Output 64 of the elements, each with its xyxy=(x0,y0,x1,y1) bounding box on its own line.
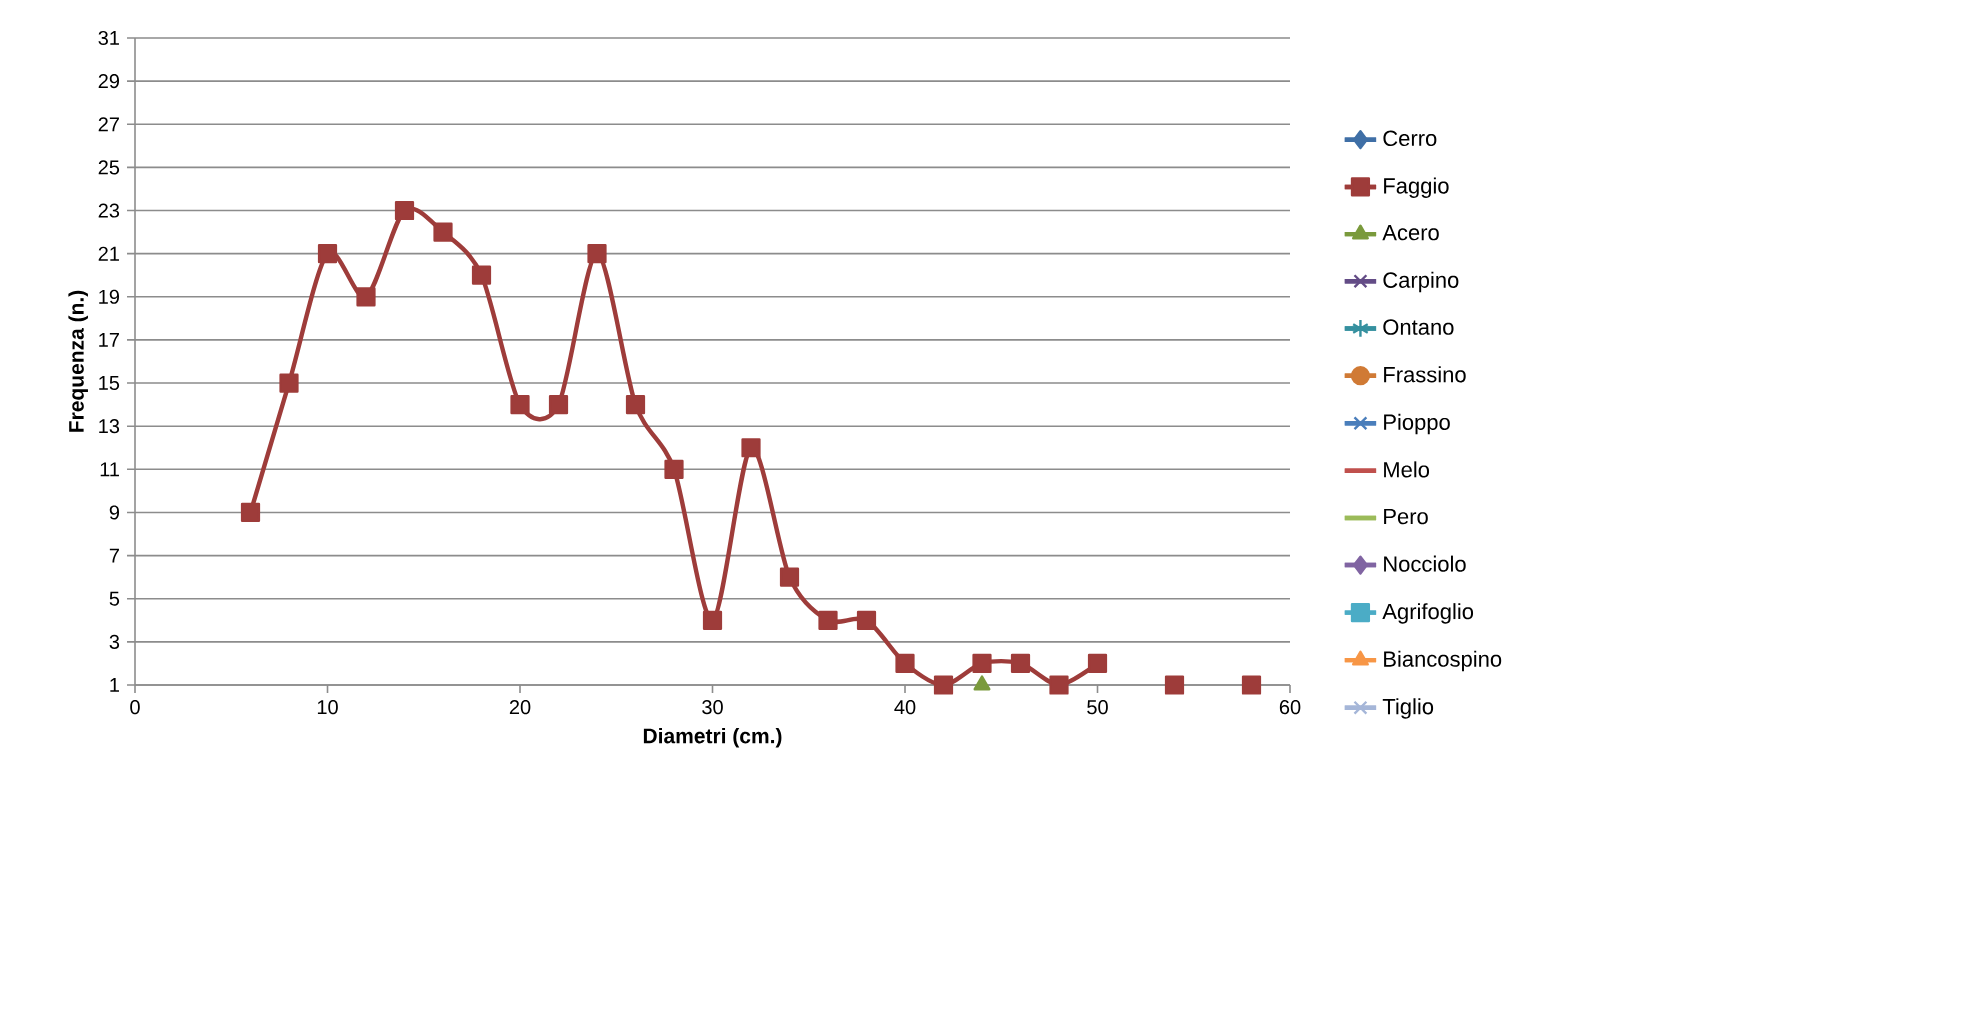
legend-label: Carpino xyxy=(1383,271,1459,293)
point xyxy=(240,502,261,523)
point xyxy=(356,287,376,307)
point xyxy=(1164,675,1185,695)
point xyxy=(779,567,800,587)
y-tick-label: 23 xyxy=(98,203,120,218)
y-tick-label: 9 xyxy=(109,505,120,520)
x-tick-label: 40 xyxy=(894,700,916,715)
point xyxy=(741,438,761,458)
x-tick-label: 0 xyxy=(130,700,140,715)
point xyxy=(1049,675,1069,695)
y-tick-label: 13 xyxy=(99,419,120,434)
x-tick-label: 60 xyxy=(1279,700,1301,715)
point xyxy=(856,610,877,630)
y-tick-label: 11 xyxy=(100,462,119,477)
y-tick-label: 25 xyxy=(98,160,120,175)
y-tick-label: 21 xyxy=(98,246,119,261)
x-tick-label: 30 xyxy=(702,700,723,715)
y-tick-label: 15 xyxy=(99,376,120,391)
legend-label: Pero xyxy=(1384,508,1428,525)
point xyxy=(548,395,569,415)
legend-label: Faggio xyxy=(1384,177,1449,198)
y-tick-label: 17 xyxy=(99,333,119,347)
legend-label: Melo xyxy=(1384,461,1430,478)
point xyxy=(972,653,992,674)
point xyxy=(1010,653,1031,674)
y-tick-label: 5 xyxy=(109,591,120,606)
y-tick-label: 27 xyxy=(98,117,119,132)
point xyxy=(702,610,723,630)
legend-label: Acero xyxy=(1382,225,1439,241)
y-tick-label: 7 xyxy=(109,548,119,563)
legend-label: Nocciolo xyxy=(1384,555,1466,572)
point xyxy=(973,675,991,691)
point xyxy=(625,395,646,415)
point xyxy=(818,610,838,630)
y-tick-label: 3 xyxy=(109,634,120,649)
point xyxy=(664,459,684,479)
x-tick-label: 20 xyxy=(509,700,531,715)
point xyxy=(1087,653,1108,674)
point xyxy=(895,653,915,674)
legend-label: Frassino xyxy=(1384,366,1466,383)
y-tick-label: 19 xyxy=(99,289,120,304)
x-tick-label: 10 xyxy=(317,700,338,715)
y-axis-title: Frequenza (n.) xyxy=(68,290,88,432)
point xyxy=(1241,675,1262,695)
x-tick-label: 50 xyxy=(1087,700,1108,715)
point xyxy=(317,244,338,264)
point xyxy=(510,395,530,415)
legend-label: Ontano xyxy=(1383,319,1454,335)
legend-label: Pioppo xyxy=(1384,413,1450,435)
y-tick-label: 29 xyxy=(98,74,120,89)
y-tick-label: 31 xyxy=(98,30,119,46)
legend-label: Cerro xyxy=(1383,130,1437,147)
legend-label: Agrifoglio xyxy=(1382,603,1474,624)
y-tick-label: 1 xyxy=(110,678,119,692)
point xyxy=(279,373,299,393)
point xyxy=(587,244,607,264)
x-axis-title: Diametri (cm.) xyxy=(643,727,782,748)
point xyxy=(933,675,954,695)
point xyxy=(394,200,415,221)
point xyxy=(471,265,492,285)
legend-label: Tiglio xyxy=(1382,698,1434,719)
legend-label: Biancospino xyxy=(1384,650,1502,672)
point xyxy=(433,222,453,242)
